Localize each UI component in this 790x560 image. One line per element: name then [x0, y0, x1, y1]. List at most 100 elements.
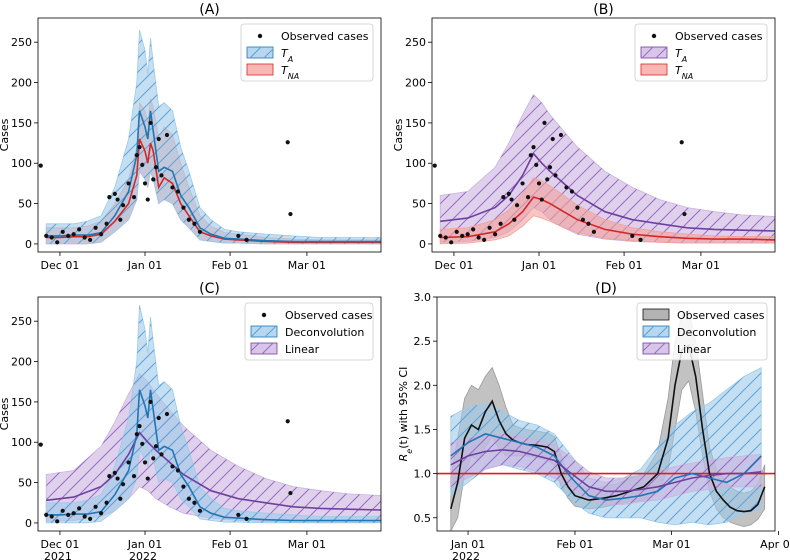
- observed-point: [107, 474, 112, 479]
- legend-swatch-hatch: [251, 326, 277, 337]
- panel-a: 0 50 100 150 200 250 Dec 01 Jan 01 Feb 01 Mar 01 (…: [0, 2, 382, 272]
- y-tick-label: 2.5: [414, 335, 432, 348]
- observed-point: [82, 235, 87, 240]
- y-tick-label: 100: [11, 436, 32, 449]
- observed-point: [236, 512, 241, 517]
- y-axis-label: Cases: [0, 397, 11, 430]
- x-tick-label: Mar 01: [652, 538, 690, 551]
- ci-hatch-deconvolution: [46, 305, 381, 523]
- observed-point: [288, 211, 293, 217]
- observed-point: [88, 237, 93, 242]
- observed-point: [575, 205, 580, 210]
- observed-point: [528, 153, 533, 158]
- line-observed-cases: [450, 344, 766, 513]
- line-linear: [450, 448, 762, 493]
- legend-box: [634, 23, 768, 82]
- observed-point: [164, 411, 170, 417]
- observed-point: [153, 444, 159, 449]
- observed-point: [104, 221, 109, 226]
- y-tick-label: 250: [11, 36, 32, 49]
- observed-point: [134, 432, 139, 437]
- legend-swatch-hatch: [641, 47, 667, 58]
- observed-point: [38, 163, 43, 168]
- observed-point: [285, 419, 290, 424]
- legend-label: Deconvolution: [677, 326, 756, 339]
- x-tick-label: Feb 01: [606, 259, 643, 272]
- observed-point: [93, 504, 98, 509]
- observed-point: [244, 237, 249, 242]
- observed-point: [514, 203, 520, 208]
- observed-point: [115, 197, 120, 202]
- y-tick-label: 200: [405, 77, 426, 90]
- y-tick-label: 50: [18, 198, 32, 211]
- line-t-a: [46, 110, 381, 243]
- observed-point: [44, 512, 49, 517]
- y-tick-label: 150: [11, 396, 32, 409]
- observed-point: [531, 145, 536, 150]
- legend-swatch-observed: [651, 33, 657, 39]
- observed-point: [506, 191, 511, 197]
- observed-point: [126, 181, 131, 186]
- observed-point: [120, 482, 126, 487]
- observed-point: [288, 490, 293, 496]
- y-tick-label: 0: [25, 238, 32, 251]
- observed-point: [145, 197, 150, 202]
- observed-point: [542, 120, 547, 125]
- observed-point: [148, 399, 153, 404]
- axes-frame: [37, 296, 382, 532]
- x-tick-year: 2021: [44, 550, 72, 560]
- observed-point: [142, 181, 148, 186]
- y-tick-label: 50: [18, 477, 32, 490]
- observed-point: [197, 229, 202, 234]
- y-tick-label: 1.5: [414, 423, 432, 436]
- observed-point: [159, 173, 164, 178]
- legend-box: [240, 23, 374, 82]
- observed-point: [520, 181, 525, 186]
- y-axis-label: Cases: [0, 118, 11, 151]
- observed-point: [175, 468, 181, 473]
- x-tick-label: Feb 01: [556, 538, 593, 551]
- observed-point: [471, 227, 476, 232]
- observed-point: [118, 496, 123, 501]
- observed-point: [682, 211, 687, 217]
- ci-band-t-na: [439, 177, 775, 245]
- observed-point: [236, 233, 241, 238]
- observed-point: [525, 195, 531, 200]
- y-tick-label: 250: [405, 36, 426, 49]
- y-tick-label: 2.0: [414, 379, 432, 392]
- observed-point: [438, 233, 443, 238]
- ci-hatch-linear: [450, 433, 762, 505]
- legend-swatch-observed: [261, 312, 267, 318]
- plot-area: [432, 94, 775, 245]
- observed-point: [164, 132, 170, 138]
- line-linear: [46, 431, 381, 511]
- x-tick-label: Dec 01: [41, 538, 80, 551]
- y-tick-label: 3.0: [414, 291, 432, 304]
- observed-point: [192, 221, 197, 226]
- observed-point: [140, 162, 145, 167]
- observed-point: [493, 232, 498, 237]
- legend-swatch-hatch: [643, 343, 669, 354]
- observed-point: [487, 225, 492, 230]
- observed-point: [140, 441, 145, 446]
- x-tick-label: Apr 01: [760, 538, 790, 551]
- observed-point: [449, 240, 454, 245]
- plot-area: [437, 309, 775, 531]
- ci-hatch-t-a: [46, 30, 381, 244]
- observed-point: [159, 452, 164, 457]
- observed-point: [55, 240, 60, 245]
- observed-point: [126, 460, 131, 465]
- observed-point: [142, 460, 148, 465]
- x-tick-label: Mar 01: [288, 538, 326, 551]
- observed-point: [181, 484, 186, 489]
- axes-frame: [431, 17, 776, 253]
- x-tick-label: Mar 01: [288, 259, 326, 272]
- observed-point: [638, 237, 643, 242]
- legend-swatch: [642, 308, 670, 321]
- x-tick-label: Jan 01: [127, 538, 162, 551]
- observed-point: [104, 500, 109, 505]
